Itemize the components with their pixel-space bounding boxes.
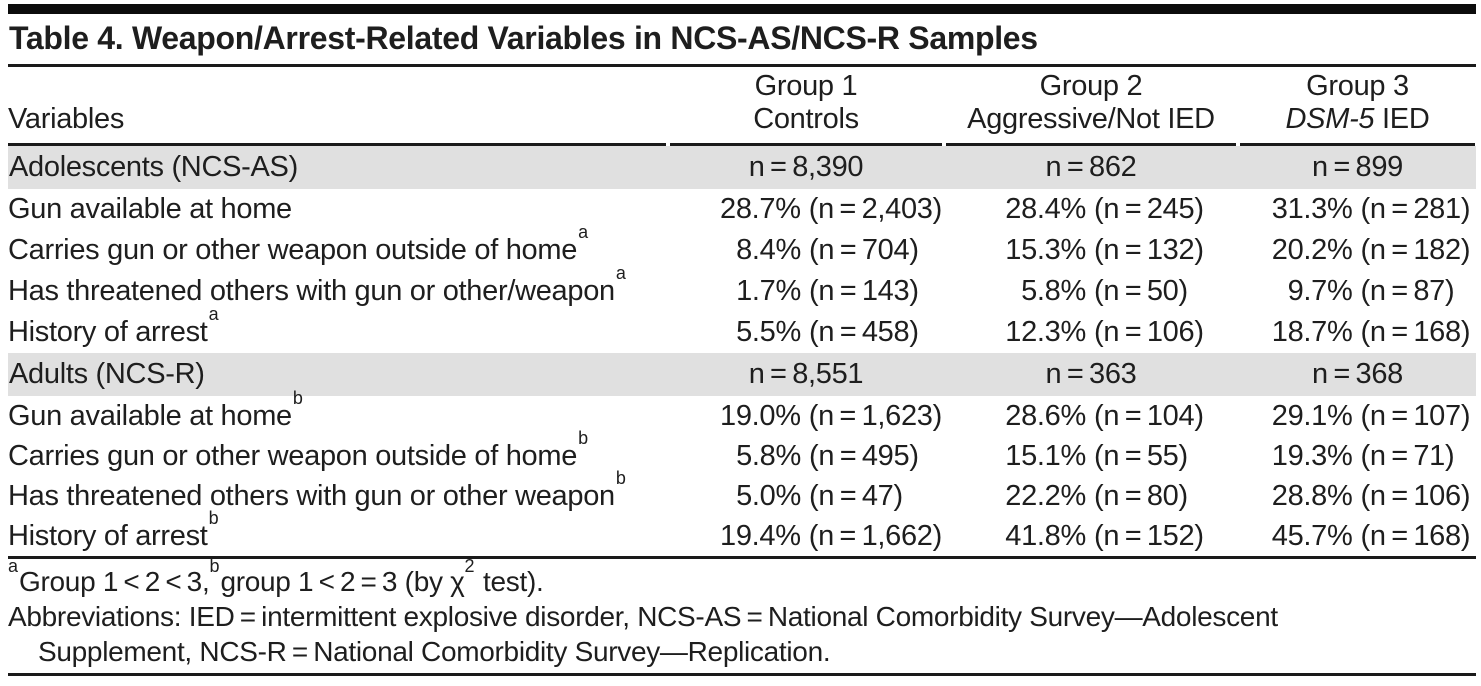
cell-value: 29.1% (n = 107): [1271, 399, 1471, 432]
footnote-abbreviations-line1: Abbreviations: IED = intermittent explos…: [8, 601, 1278, 632]
table-row: History of arresta 5.5% (n = 458) 12.3% (n…: [8, 304, 1476, 353]
row-label: Has threatened others with gun or other/…: [8, 263, 626, 307]
table-footnotes: aGroup 1 < 2 < 3,bgroup 1 < 2 = 3 (by χ2…: [8, 555, 1476, 669]
cell-value: 1.7% (n = 143): [736, 275, 919, 307]
cell-value: 18.7% (n = 168): [1271, 316, 1471, 348]
footnote-marker: a: [615, 263, 626, 284]
table-row: Carries gun or other weapon outside of h…: [8, 427, 1476, 476]
group3-line2: DSM-5 IED: [1285, 103, 1430, 135]
table-row: History of arrestb 19.4% (n = 1,662) 41.8…: [8, 507, 1476, 556]
row-label: Has threatened others with gun or other …: [8, 467, 626, 512]
cell-value: 22.2% (n = 80): [1005, 479, 1188, 512]
header-group-2: Group 2 Aggressive/Not IED: [946, 67, 1236, 146]
section-label: Adolescents (NCS-AS): [9, 151, 298, 183]
table-row: Gun available at home 28.7% (n = 2,403) 2…: [8, 189, 1476, 230]
footnote-marker: b: [208, 507, 219, 528]
cell-value: 5.8% (n = 50): [1021, 275, 1188, 307]
column-header-row: Variables Group 1 Controls Group 2 Aggre…: [8, 67, 1476, 146]
footnote-marker: a: [578, 222, 589, 243]
row-label: Carries gun or other weapon outside of h…: [8, 427, 589, 472]
cell-value: 28.6% (n = 104): [1005, 399, 1204, 432]
table-row: Carries gun or other weapon outside of h…: [8, 222, 1476, 271]
table-title: Table 4. Weapon/Arrest-Related Variables…: [8, 14, 1476, 67]
cell-value: 28.8% (n = 106): [1271, 479, 1471, 512]
cell-value: 15.3% (n = 132): [1005, 234, 1204, 266]
n-count: n = 368: [1312, 358, 1403, 390]
n-count: n = 363: [1045, 358, 1137, 390]
n-count: n = 8,551: [748, 358, 864, 390]
footnote-marker: b: [578, 427, 589, 448]
cell-value: 31.3% (n = 281): [1271, 193, 1471, 225]
footnote-marker: b: [292, 387, 303, 408]
table-row: Has threatened others with gun or other …: [8, 467, 1476, 516]
section-row-adolescents: Adolescents (NCS-AS) n = 8,390 n = 862 n…: [8, 146, 1476, 189]
cell-value: 5.8% (n = 495): [736, 439, 919, 472]
variables-label: Variables: [8, 103, 125, 135]
cell-value: 20.2% (n = 182): [1271, 234, 1471, 266]
row-label: Carries gun or other weapon outside of h…: [8, 222, 589, 266]
header-variables: Variables: [8, 67, 666, 146]
cell-value: 12.3% (n = 106): [1005, 316, 1204, 348]
group3-line1: Group 3: [1306, 70, 1409, 102]
table-row: Gun available at homeb 19.0% (n = 1,623) …: [8, 387, 1476, 436]
footnote-stat-tests: aGroup 1 < 2 < 3,bgroup 1 < 2 = 3 (by χ2…: [8, 555, 544, 597]
row-label: Gun available at homeb: [8, 387, 303, 432]
row-label: History of arrestb: [8, 507, 219, 552]
section-row-adults: Adults (NCS-R) n = 8,551 n = 363 n = 368: [8, 353, 1476, 396]
footnote-abbreviations-line2: Supplement, NCS-R = National Comorbidity…: [38, 636, 831, 667]
row-label: Gun available at home: [8, 193, 292, 225]
cell-value: 9.7% (n = 87): [1287, 275, 1455, 307]
group1-line2: Controls: [753, 103, 859, 135]
group2-line2: Aggressive/Not IED: [967, 103, 1215, 135]
section-label: Adults (NCS-R): [9, 358, 205, 390]
footnote-marker: a: [208, 304, 219, 325]
cell-value: 45.7% (n = 168): [1271, 519, 1471, 552]
cell-value: 8.4% (n = 704): [736, 234, 919, 266]
cell-value: 19.4% (n = 1,662): [720, 519, 942, 552]
cell-value: 19.0% (n = 1,623): [720, 399, 942, 432]
n-count: n = 8,390: [748, 151, 864, 183]
n-count: n = 862: [1045, 151, 1137, 183]
table-row: Has threatened others with gun or other/…: [8, 263, 1476, 312]
cell-value: 41.8% (n = 152): [1005, 519, 1204, 552]
cell-value: 28.7% (n = 2,403): [720, 193, 942, 225]
table-bottom-rule: [8, 673, 1476, 676]
cell-value: 28.4% (n = 245): [1005, 193, 1204, 225]
cell-value: 15.1% (n = 55): [1005, 439, 1188, 472]
cell-value: 5.5% (n = 458): [736, 316, 919, 348]
footnote-marker: b: [615, 467, 626, 488]
row-label: History of arresta: [8, 304, 219, 348]
table-top-bar: [8, 4, 1476, 14]
group2-line1: Group 2: [1039, 70, 1143, 102]
header-group-1: Group 1 Controls: [670, 67, 942, 146]
cell-value: 5.0% (n = 47): [736, 479, 903, 512]
n-count: n = 899: [1312, 151, 1403, 183]
header-group-3: Group 3 DSM-5 IED: [1240, 67, 1475, 146]
group1-line1: Group 1: [754, 70, 858, 102]
cell-value: 19.3% (n = 71): [1271, 439, 1455, 472]
footer-divider-rule: [8, 556, 1476, 559]
